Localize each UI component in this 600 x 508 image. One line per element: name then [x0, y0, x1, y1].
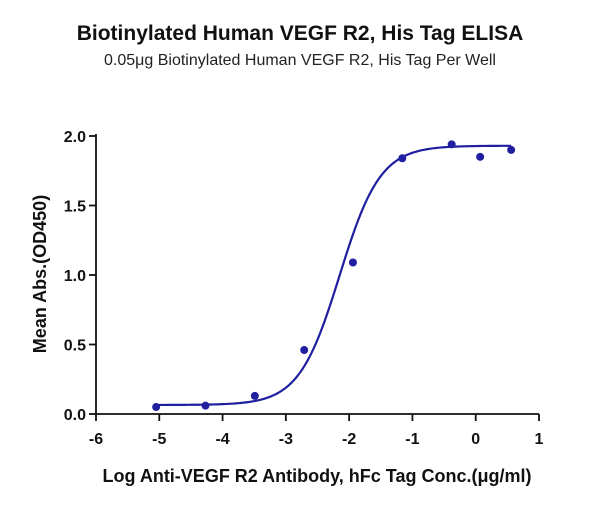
data-point — [507, 145, 516, 154]
x-axis-title: Log Anti-VEGF R2 Antibody, hFc Tag Conc.… — [103, 466, 532, 486]
data-point — [398, 154, 407, 163]
y-tick-label: 2.0 — [64, 129, 86, 146]
y-tick-label: 0.0 — [64, 407, 86, 424]
x-tick-label: -5 — [152, 431, 166, 448]
y-axis-title: Mean Abs.(OD450) — [30, 195, 50, 353]
data-point — [300, 346, 309, 355]
data-points — [152, 140, 516, 412]
data-point — [447, 140, 456, 149]
x-tick-label: -3 — [279, 431, 293, 448]
y-tick-label: 1.5 — [64, 199, 86, 216]
data-point — [201, 401, 210, 410]
y-tick-label: 1.0 — [64, 268, 86, 285]
x-tick-label: 0 — [471, 431, 480, 448]
data-point — [250, 391, 259, 400]
data-point — [476, 152, 485, 161]
fit-curve — [156, 144, 512, 407]
x-tick-label: 1 — [535, 431, 544, 448]
x-tick-label: -1 — [405, 431, 419, 448]
x-tick-label: -6 — [89, 431, 103, 448]
axes — [95, 134, 539, 415]
x-tick-label: -2 — [342, 431, 356, 448]
chart-title: Biotinylated Human VEGF R2, His Tag ELIS… — [76, 22, 524, 45]
data-point — [152, 403, 161, 412]
tick-group: 0.0 0.5 1.0 1.5 2.0 -6 -5 -4 -3 -2 -1 0 1 — [64, 129, 544, 448]
x-tick-label: -4 — [215, 431, 229, 448]
data-point — [348, 258, 357, 267]
y-tick-label: 0.5 — [64, 338, 86, 355]
chart-subtitle: 0.05μg Biotinylated Human VEGF R2, His T… — [104, 52, 496, 69]
